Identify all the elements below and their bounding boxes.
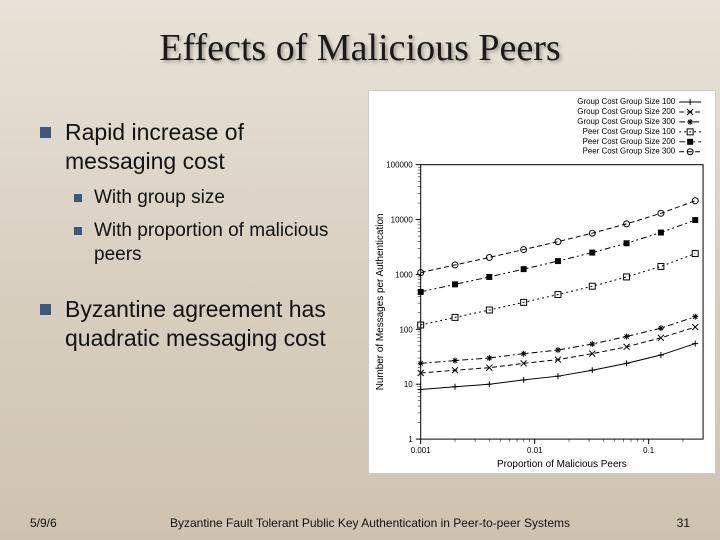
svg-text:0.01: 0.01 [527, 446, 543, 455]
svg-text:Group Cost Group Size 100: Group Cost Group Size 100 [577, 97, 676, 106]
svg-text:Peer Cost Group Size 200: Peer Cost Group Size 200 [583, 137, 676, 146]
slide-title: Effects of Malicious Peers [40, 26, 680, 70]
svg-text:0.001: 0.001 [411, 446, 431, 455]
svg-text:100: 100 [399, 325, 413, 334]
text-column: Rapid increase of messaging cost With gr… [40, 90, 360, 362]
footer-caption: Byzantine Fault Tolerant Public Key Auth… [100, 516, 640, 530]
bullet-1b: With proportion of malicious peers [74, 219, 360, 267]
slide: Effects of Malicious Peers Rapid increas… [0, 0, 720, 540]
square-bullet-icon [74, 227, 82, 235]
footer-page-number: 31 [640, 516, 690, 530]
svg-text:10: 10 [404, 380, 413, 389]
bullet-text: With group size [94, 186, 225, 210]
svg-text:100000: 100000 [386, 161, 413, 170]
bullet-1: Rapid increase of messaging cost [40, 118, 360, 176]
footer-date: 5/9/6 [30, 516, 100, 530]
svg-text:Proportion of Malicious Peers: Proportion of Malicious Peers [497, 459, 627, 470]
content-row: Rapid increase of messaging cost With gr… [40, 90, 680, 474]
svg-text:Group Cost Group Size 200: Group Cost Group Size 200 [577, 107, 676, 116]
svg-text:10000: 10000 [391, 216, 414, 225]
bullet-text: With proportion of malicious peers [94, 219, 360, 267]
square-bullet-icon [40, 304, 51, 315]
svg-text:Peer Cost Group Size 300: Peer Cost Group Size 300 [583, 147, 676, 156]
svg-text:Group Cost Group Size 300: Group Cost Group Size 300 [577, 117, 676, 126]
svg-text:0.1: 0.1 [643, 446, 655, 455]
square-bullet-icon [40, 127, 51, 138]
messaging-cost-chart: 1 10 100 1000 10000 100000 0.001 0.01 0.1 Proport… [368, 90, 716, 474]
footer: 5/9/6 Byzantine Fault Tolerant Public Ke… [0, 516, 720, 530]
bullet-text: Byzantine agreement has quadratic messag… [65, 295, 360, 353]
bullet-text: Rapid increase of messaging cost [65, 118, 360, 176]
svg-text:Number of Messages per Authent: Number of Messages per Authentication [375, 214, 386, 391]
chart-column: 1 10 100 1000 10000 100000 0.001 0.01 0.1 Proport… [368, 90, 716, 474]
svg-text:Peer Cost Group Size 100: Peer Cost Group Size 100 [583, 127, 676, 136]
svg-text:1: 1 [408, 435, 413, 444]
bullet-1a: With group size [74, 186, 360, 210]
bullet-2: Byzantine agreement has quadratic messag… [40, 295, 360, 353]
square-bullet-icon [74, 194, 82, 202]
svg-text:1000: 1000 [395, 270, 413, 279]
